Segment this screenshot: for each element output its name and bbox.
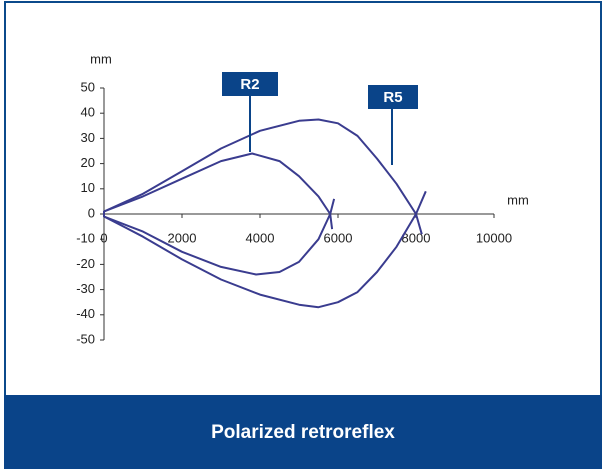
y-tick-label: -20 xyxy=(76,256,95,271)
annotation-box xyxy=(368,85,418,109)
x-axis-label: mm xyxy=(507,192,529,207)
y-axis-label: mm xyxy=(90,51,112,66)
y-tick-label: 0 xyxy=(88,205,95,220)
annotation-box xyxy=(222,72,278,96)
x-tick-label: 6000 xyxy=(324,230,353,245)
y-tick-label: 30 xyxy=(81,130,95,145)
x-tick-label: 0 xyxy=(100,230,107,245)
caption: Polarized retroreflex xyxy=(211,422,395,443)
footer xyxy=(4,395,602,469)
x-tick-label: 2000 xyxy=(168,230,197,245)
y-tick-label: 20 xyxy=(81,155,95,170)
x-tick-label: 10000 xyxy=(476,230,512,245)
y-tick-label: 40 xyxy=(81,105,95,120)
y-tick-label: 10 xyxy=(81,180,95,195)
y-tick-label: 50 xyxy=(81,79,95,94)
y-tick-label: -30 xyxy=(76,281,95,296)
annotation: R5 xyxy=(383,89,402,106)
y-tick-label: -50 xyxy=(76,331,95,346)
annotation: R2 xyxy=(240,76,259,93)
x-tick-label: 4000 xyxy=(246,230,275,245)
y-tick-label: -10 xyxy=(76,231,95,246)
series-line xyxy=(103,118,427,309)
y-tick-label: -40 xyxy=(76,306,95,321)
x-tick-label: 8000 xyxy=(402,230,431,245)
